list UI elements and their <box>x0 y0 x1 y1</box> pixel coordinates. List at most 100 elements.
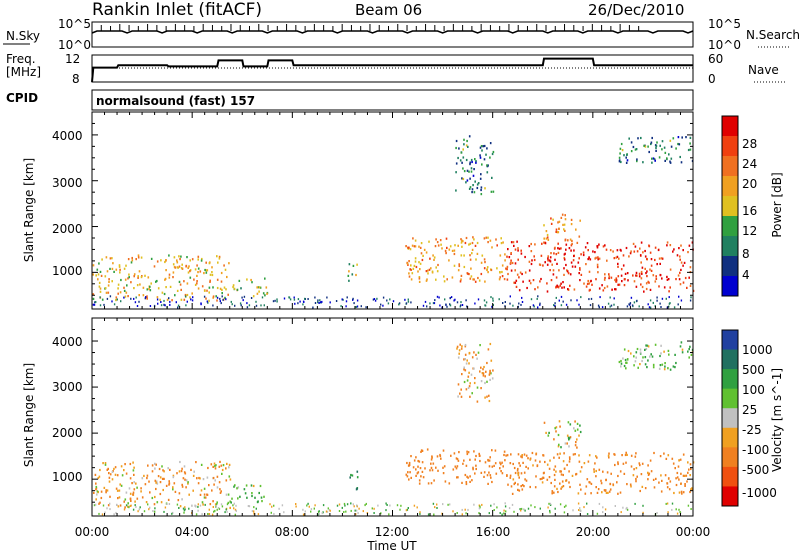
echo-cell <box>155 487 157 491</box>
echo-cell <box>414 239 417 242</box>
echo-cell <box>443 275 445 278</box>
echo-cell <box>105 291 108 294</box>
echo-cell <box>99 468 101 472</box>
echo-cell <box>214 509 216 512</box>
echo-cell <box>484 304 487 307</box>
echo-cell <box>620 160 622 164</box>
echo-cell <box>661 277 663 280</box>
echo-cell <box>387 302 390 305</box>
echo-cell <box>184 478 186 481</box>
echo-cell <box>552 218 554 221</box>
echo-cell <box>504 459 506 462</box>
echo-cell <box>472 468 474 471</box>
echo-cell <box>582 253 585 257</box>
echo-cell <box>587 249 589 252</box>
echo-cell <box>231 303 233 306</box>
echo-cell <box>635 477 637 481</box>
nsky-label: N.Sky <box>6 29 40 43</box>
echo-cell <box>489 239 492 242</box>
echo-cell <box>114 466 117 469</box>
echo-cell <box>478 279 481 282</box>
echo-cell <box>678 278 681 281</box>
echo-cell <box>483 144 486 148</box>
echo-cell <box>281 504 284 507</box>
echo-cell <box>179 283 182 286</box>
echo-cell <box>649 299 652 302</box>
echo-cell <box>608 456 610 459</box>
echo-cell <box>474 244 477 247</box>
echo-cell <box>521 301 524 303</box>
echo-cell <box>131 259 134 262</box>
echo-cell <box>145 501 148 504</box>
echo-cell <box>351 273 354 276</box>
echo-cell <box>643 290 645 293</box>
echo-cell <box>415 265 418 269</box>
echo-cell <box>515 285 518 288</box>
echo-cell <box>139 506 141 509</box>
echo-cell <box>480 186 483 189</box>
echo-cell <box>147 276 150 279</box>
echo-cell <box>579 268 581 271</box>
echo-cell <box>586 242 589 245</box>
echo-cell <box>329 301 331 304</box>
echo-cell <box>574 444 577 447</box>
echo-cell <box>355 306 357 308</box>
echo-cell <box>234 484 236 487</box>
echo-cell <box>489 142 492 145</box>
echo-cell <box>628 137 630 140</box>
echo-cell <box>436 295 439 298</box>
echo-cell <box>579 424 581 427</box>
echo-cell <box>563 223 566 226</box>
echo-cell <box>132 461 134 464</box>
echo-cell <box>493 503 495 506</box>
echo-cell <box>517 483 519 486</box>
echo-cell <box>434 299 436 302</box>
echo-cell <box>433 513 435 516</box>
echo-cell <box>203 496 206 499</box>
echo-cell <box>317 299 319 302</box>
echo-cell <box>197 509 199 512</box>
echo-cell <box>457 395 459 398</box>
echo-cell <box>639 348 642 351</box>
echo-cell <box>505 510 507 513</box>
echo-cell <box>188 265 190 268</box>
echo-cell <box>514 281 517 284</box>
echo-cell <box>356 476 359 479</box>
echo-cell <box>172 263 175 266</box>
echo-cell <box>146 295 148 298</box>
echo-cell <box>483 471 486 474</box>
echo-cell <box>346 503 349 506</box>
echo-cell <box>609 482 611 486</box>
echo-cell <box>463 368 465 371</box>
echo-cell <box>418 277 421 280</box>
echo-cell <box>514 481 516 484</box>
echo-cell <box>521 272 523 276</box>
echo-cell <box>410 278 413 281</box>
echo-cell <box>211 513 214 516</box>
echo-cell <box>568 247 571 250</box>
echo-cell <box>353 505 355 508</box>
echo-cell <box>590 482 593 485</box>
echo-cell <box>503 509 505 512</box>
echo-cell <box>604 244 606 247</box>
echo-cell <box>128 506 130 509</box>
echo-cell <box>555 228 558 231</box>
echo-cell <box>221 292 223 295</box>
echo-cell <box>417 459 419 463</box>
echo-cell <box>119 271 121 274</box>
echo-cell <box>646 344 649 347</box>
velocity-cbar-label: Velocity [m s^-1] <box>770 368 784 472</box>
echo-cell <box>260 304 262 307</box>
echo-cell <box>261 500 263 503</box>
echo-cell <box>264 294 266 297</box>
echo-cell <box>197 482 200 485</box>
echo-cell <box>455 146 457 150</box>
echo-cell <box>156 260 159 263</box>
echo-cell <box>385 509 387 512</box>
echo-cell <box>164 277 167 280</box>
echo-cell <box>562 223 564 226</box>
echo-cell <box>532 464 534 467</box>
echo-cell <box>151 470 154 473</box>
echo-cell <box>523 471 526 474</box>
cpid-label: CPID <box>6 91 38 105</box>
